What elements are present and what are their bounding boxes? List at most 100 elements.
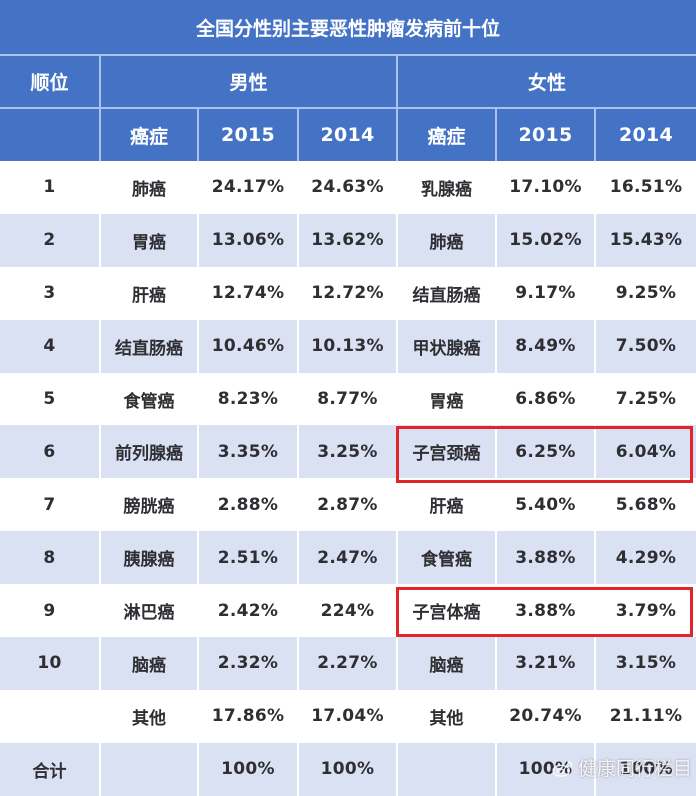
female-cancer-cell: 肺癌: [397, 213, 497, 267]
female-cancer-cell: 子宫颈癌: [397, 425, 497, 479]
female-2015-cell: 8.49%: [496, 319, 596, 373]
male-2015-cell: 8.23%: [198, 372, 299, 426]
female-cancer-cell: 结直肠癌: [397, 266, 497, 320]
table-row: 7 膀胱癌 2.88% 2.87% 肝癌 5.40% 5.68%: [0, 478, 696, 532]
male-cancer-cell: 食管癌: [100, 372, 199, 426]
male-2015-cell: 3.35%: [198, 425, 299, 479]
table-row: 3 肝癌 12.74% 12.72% 结直肠癌 9.17% 9.25%: [0, 266, 696, 320]
male-cancer-cell: [100, 742, 199, 796]
male-2014-cell: 2.47%: [298, 531, 398, 585]
male-cancer-cell: 前列腺癌: [100, 425, 199, 479]
female-2015-cell: 17.10%: [496, 161, 596, 214]
male-2015-cell: 12.74%: [198, 266, 299, 320]
male-2014-cell: 224%: [298, 584, 398, 638]
male-2015-cell: 2.88%: [198, 478, 299, 532]
male-2015-cell: 2.42%: [198, 584, 299, 638]
female-2015-cell: 3.21%: [496, 637, 596, 690]
rank-cell: 10: [0, 637, 101, 690]
table-row: 2 胃癌 13.06% 13.62% 肺癌 15.02% 15.43%: [0, 213, 696, 267]
female-cancer-cell: 甲状腺癌: [397, 319, 497, 373]
female-cancer-cell: 食管癌: [397, 531, 497, 585]
rank-header: 顺位: [0, 55, 101, 109]
male-2014-cell: 17.04%: [298, 689, 398, 743]
female-2014-cell: 21.11%: [595, 689, 696, 743]
female-2015-cell: 6.25%: [496, 425, 596, 479]
male-2015-cell: 2.51%: [198, 531, 299, 585]
male-2014-cell: 8.77%: [298, 372, 398, 426]
total-row: 合计 100% 100% 100% 100%: [0, 742, 696, 796]
table-row: 4 结直肠癌 10.46% 10.13% 甲状腺癌 8.49% 7.50%: [0, 319, 696, 373]
male-cancer-cell: 脑癌: [100, 637, 199, 690]
female-2014-cell: 7.50%: [595, 319, 696, 373]
rank-cell: 1: [0, 161, 101, 214]
female-2014-cell: 100%: [595, 742, 696, 796]
rank-subheader-empty: [0, 108, 101, 161]
female-2015-cell: 20.74%: [496, 689, 596, 743]
female-2015-cell: 15.02%: [496, 213, 596, 267]
male-2014-header: 2014: [298, 108, 398, 161]
female-cancer-cell: 胃癌: [397, 372, 497, 426]
rank-cell: 3: [0, 266, 101, 320]
rank-cell: [0, 689, 101, 743]
male-2015-cell: 10.46%: [198, 319, 299, 373]
female-2015-cell: 9.17%: [496, 266, 596, 320]
table-row: 9 淋巴癌 2.42% 224% 子宫体癌 3.88% 3.79%: [0, 584, 696, 638]
rank-cell: 5: [0, 372, 101, 426]
female-cancer-cell: 子宫体癌: [397, 584, 497, 638]
male-cancer-cell: 膀胱癌: [100, 478, 199, 532]
subheader-row: 癌症 2015 2014 癌症 2015 2014: [0, 108, 696, 161]
female-2014-header: 2014: [595, 108, 696, 161]
rank-cell: 9: [0, 584, 101, 638]
title-row: 全国分性别主要恶性肿瘤发病前十位: [0, 0, 696, 56]
male-cancer-cell: 胃癌: [100, 213, 199, 267]
male-header: 男性: [100, 55, 398, 109]
header-row: 顺位 男性 女性: [0, 55, 696, 109]
female-cancer-cell: 其他: [397, 689, 497, 743]
female-cancer-cell: 乳腺癌: [397, 161, 497, 214]
watermark-text: 健康同行栏目: [578, 758, 693, 780]
male-2014-cell: 2.87%: [298, 478, 398, 532]
female-2015-cell: 5.40%: [496, 478, 596, 532]
weibo-icon: [552, 760, 573, 777]
table-row: 其他 17.86% 17.04% 其他 20.74% 21.11%: [0, 689, 696, 743]
male-cancer-cell: 肝癌: [100, 266, 199, 320]
rank-cell: 7: [0, 478, 101, 532]
female-2014-cell: 9.25%: [595, 266, 696, 320]
watermark: 健康同行栏目: [552, 754, 692, 781]
male-cancer-cell: 胰腺癌: [100, 531, 199, 585]
rank-cell: 2: [0, 213, 101, 267]
male-2015-cell: 17.86%: [198, 689, 299, 743]
male-2014-cell: 2.27%: [298, 637, 398, 690]
female-2014-cell: 3.79%: [595, 584, 696, 638]
male-cancer-cell: 淋巴癌: [100, 584, 199, 638]
female-cancer-cell: 肝癌: [397, 478, 497, 532]
table-row: 8 胰腺癌 2.51% 2.47% 食管癌 3.88% 4.29%: [0, 531, 696, 585]
female-2014-cell: 3.15%: [595, 637, 696, 690]
male-2014-cell: 13.62%: [298, 213, 398, 267]
rank-cell: 4: [0, 319, 101, 373]
table-row: 1 肺癌 24.17% 24.63% 乳腺癌 17.10% 16.51%: [0, 161, 696, 214]
rank-cell: 6: [0, 425, 101, 479]
rank-cell: 8: [0, 531, 101, 585]
female-cancer-header: 癌症: [397, 108, 497, 161]
male-cancer-cell: 结直肠癌: [100, 319, 199, 373]
female-2014-cell: 16.51%: [595, 161, 696, 214]
female-2014-cell: 4.29%: [595, 531, 696, 585]
male-2015-cell: 24.17%: [198, 161, 299, 214]
female-2015-cell: 3.88%: [496, 584, 596, 638]
female-cancer-cell: 脑癌: [397, 637, 497, 690]
female-cancer-cell: [397, 742, 497, 796]
female-2015-cell: 100%: [496, 742, 596, 796]
female-2014-cell: 6.04%: [595, 425, 696, 479]
female-2015-cell: 3.88%: [496, 531, 596, 585]
male-2014-cell: 24.63%: [298, 161, 398, 214]
male-2014-cell: 3.25%: [298, 425, 398, 479]
male-2014-cell: 12.72%: [298, 266, 398, 320]
male-2015-header: 2015: [198, 108, 299, 161]
female-header: 女性: [397, 55, 696, 109]
male-2014-cell: 10.13%: [298, 319, 398, 373]
male-2014-cell: 100%: [298, 742, 398, 796]
male-2015-cell: 13.06%: [198, 213, 299, 267]
male-2015-cell: 100%: [198, 742, 299, 796]
rank-cell: 合计: [0, 742, 101, 796]
